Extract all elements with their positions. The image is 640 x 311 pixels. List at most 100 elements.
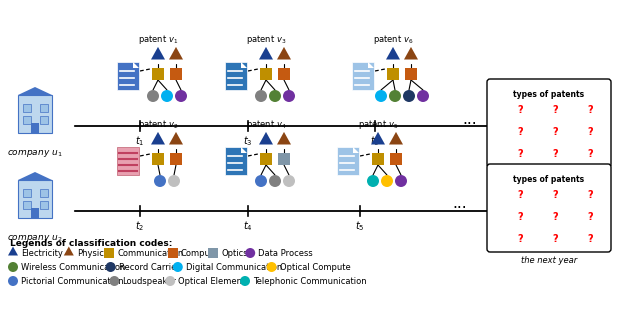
FancyBboxPatch shape [487, 79, 611, 167]
FancyBboxPatch shape [337, 147, 359, 175]
Polygon shape [353, 147, 359, 153]
Circle shape [165, 276, 175, 286]
Circle shape [395, 175, 407, 187]
FancyBboxPatch shape [352, 62, 374, 90]
FancyBboxPatch shape [18, 95, 52, 133]
FancyBboxPatch shape [40, 116, 47, 124]
Text: Optics: Optics [221, 248, 248, 258]
Text: ?: ? [552, 212, 558, 222]
Circle shape [569, 188, 583, 202]
FancyBboxPatch shape [40, 201, 47, 209]
Circle shape [245, 248, 255, 258]
Circle shape [499, 188, 513, 202]
Circle shape [569, 232, 583, 246]
Polygon shape [151, 47, 165, 59]
Circle shape [389, 90, 401, 102]
Circle shape [269, 90, 281, 102]
Circle shape [109, 276, 120, 286]
Bar [104, 248, 115, 258]
Polygon shape [259, 47, 273, 59]
Polygon shape [371, 132, 385, 145]
Bar [152, 153, 164, 165]
Text: ?: ? [552, 234, 558, 244]
Text: Record Carrier: Record Carrier [118, 262, 179, 272]
Polygon shape [277, 132, 291, 145]
Polygon shape [386, 47, 400, 59]
Text: types of patents: types of patents [513, 90, 584, 99]
Circle shape [106, 262, 116, 272]
Text: Communication: Communication [117, 248, 184, 258]
Circle shape [267, 262, 276, 272]
Text: Wireless Communication: Wireless Communication [21, 262, 125, 272]
Circle shape [154, 175, 166, 187]
Polygon shape [169, 132, 183, 145]
Circle shape [168, 175, 180, 187]
Circle shape [499, 210, 513, 224]
Text: company $u_2$: company $u_2$ [7, 233, 63, 244]
Text: ?: ? [552, 105, 558, 115]
Text: Optical Elements: Optical Elements [178, 276, 250, 285]
Text: $t_4$: $t_4$ [243, 219, 253, 233]
Polygon shape [18, 172, 52, 180]
Circle shape [8, 262, 18, 272]
Circle shape [255, 175, 267, 187]
FancyBboxPatch shape [117, 147, 139, 175]
Text: Electricity: Electricity [21, 248, 63, 258]
FancyBboxPatch shape [22, 116, 31, 124]
Text: the next year: the next year [521, 171, 577, 180]
FancyBboxPatch shape [487, 164, 611, 252]
Text: patent $v_1$: patent $v_1$ [138, 33, 178, 46]
Text: Data Process: Data Process [258, 248, 313, 258]
Bar [209, 248, 218, 258]
Circle shape [499, 232, 513, 246]
Text: ?: ? [587, 234, 593, 244]
Text: ···: ··· [463, 117, 477, 132]
FancyBboxPatch shape [117, 62, 139, 90]
Circle shape [569, 103, 583, 117]
Circle shape [569, 125, 583, 139]
Text: ?: ? [552, 127, 558, 137]
Text: $t_3$: $t_3$ [243, 134, 253, 148]
FancyBboxPatch shape [22, 104, 31, 112]
Text: ···: ··· [452, 202, 467, 216]
Text: patent $v_5$: patent $v_5$ [358, 118, 398, 131]
Polygon shape [404, 47, 418, 59]
Circle shape [499, 103, 513, 117]
Circle shape [417, 90, 429, 102]
Text: patent $v_6$: patent $v_6$ [372, 33, 413, 46]
Polygon shape [133, 62, 139, 68]
Text: the next year: the next year [521, 256, 577, 265]
Bar [405, 68, 417, 80]
FancyBboxPatch shape [40, 104, 47, 112]
Text: Pictorial Communication: Pictorial Communication [21, 276, 124, 285]
FancyBboxPatch shape [31, 123, 39, 133]
Text: Physics: Physics [77, 248, 108, 258]
FancyBboxPatch shape [40, 189, 47, 197]
Circle shape [147, 90, 159, 102]
Text: ?: ? [552, 149, 558, 159]
Bar [152, 68, 164, 80]
Polygon shape [8, 247, 18, 256]
Circle shape [367, 175, 379, 187]
Circle shape [283, 90, 295, 102]
FancyBboxPatch shape [225, 147, 247, 175]
Text: ?: ? [517, 127, 523, 137]
Text: $t_6$: $t_6$ [370, 134, 380, 148]
Circle shape [175, 90, 187, 102]
Circle shape [534, 147, 548, 161]
Text: patent $v_2$: patent $v_2$ [138, 118, 178, 131]
Circle shape [534, 103, 548, 117]
Circle shape [499, 125, 513, 139]
Text: Optical Compute: Optical Compute [280, 262, 350, 272]
Text: Compute: Compute [180, 248, 219, 258]
Circle shape [381, 175, 393, 187]
Text: Digital Communication: Digital Communication [186, 262, 282, 272]
Bar [260, 68, 272, 80]
Text: ?: ? [517, 234, 523, 244]
FancyBboxPatch shape [225, 62, 247, 90]
Circle shape [240, 276, 250, 286]
Text: ?: ? [587, 190, 593, 200]
Text: ?: ? [517, 212, 523, 222]
Text: ?: ? [587, 105, 593, 115]
Polygon shape [151, 132, 165, 145]
